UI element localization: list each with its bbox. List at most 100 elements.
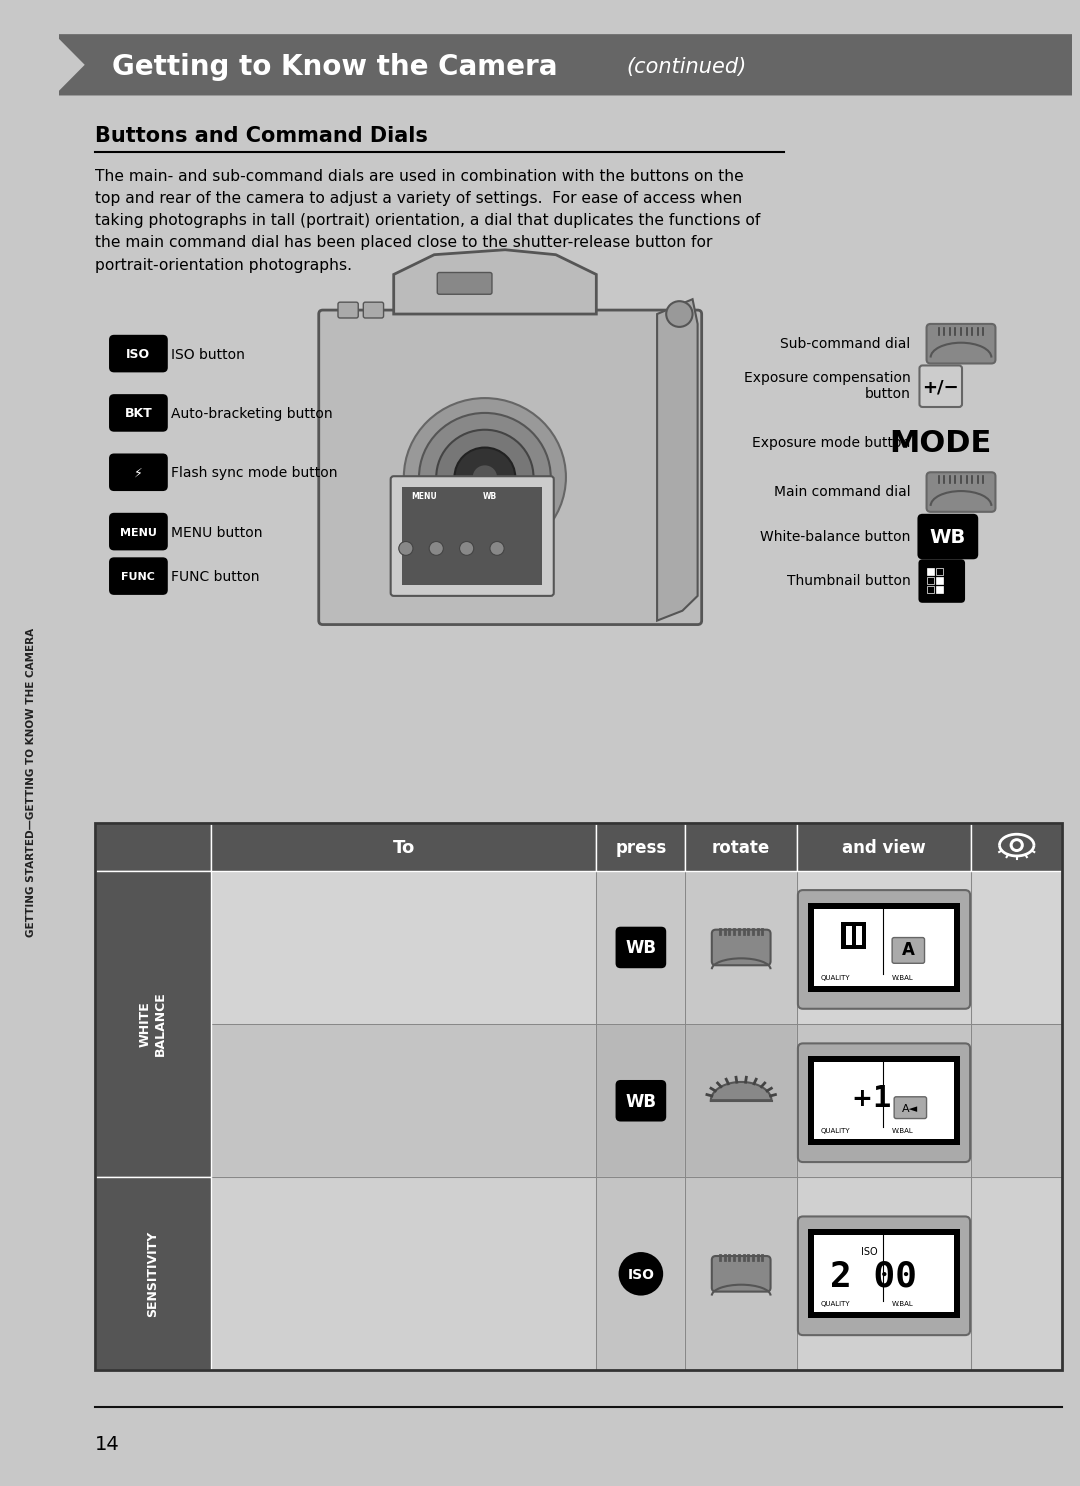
Text: The main- and sub-command dials are used in combination with the buttons on the: The main- and sub-command dials are used… xyxy=(95,168,744,184)
FancyBboxPatch shape xyxy=(391,476,554,596)
FancyBboxPatch shape xyxy=(919,366,962,407)
Bar xyxy=(95,823,212,871)
Circle shape xyxy=(404,398,566,556)
Bar xyxy=(808,1229,960,1318)
Text: Set sensitivity (ISO equivalency): Set sensitivity (ISO equivalency) xyxy=(227,1265,496,1282)
Text: rotate: rotate xyxy=(712,840,770,857)
Bar xyxy=(808,1057,960,1146)
Bar xyxy=(971,823,1063,871)
Bar xyxy=(596,1024,686,1177)
Text: MENU: MENU xyxy=(120,528,157,538)
Text: MENU: MENU xyxy=(411,492,437,501)
FancyBboxPatch shape xyxy=(109,453,167,490)
Text: pg. 66: pg. 66 xyxy=(990,1092,1043,1110)
Text: +/−: +/− xyxy=(922,379,959,397)
FancyBboxPatch shape xyxy=(917,514,978,559)
Bar xyxy=(95,871,212,1177)
Text: balance: balance xyxy=(227,1117,292,1135)
Bar xyxy=(212,1177,596,1370)
Text: portrait-orientation photographs.: portrait-orientation photographs. xyxy=(95,257,352,272)
Text: ⚡: ⚡ xyxy=(134,467,143,480)
Text: the main command dial has been placed close to the shutter-release button for: the main command dial has been placed cl… xyxy=(95,235,712,251)
Circle shape xyxy=(419,413,551,541)
Circle shape xyxy=(490,541,504,556)
Circle shape xyxy=(436,429,534,525)
Text: ISO button: ISO button xyxy=(171,348,245,361)
Polygon shape xyxy=(711,1082,771,1101)
Text: pg. 64: pg. 64 xyxy=(990,939,1043,957)
Bar xyxy=(686,823,797,871)
Bar xyxy=(596,1177,686,1370)
Bar xyxy=(797,871,971,1024)
Bar xyxy=(927,585,933,593)
Text: Exposure mode button: Exposure mode button xyxy=(752,435,910,450)
Bar xyxy=(797,823,971,871)
Text: GETTING STARTED—GETTING TO KNOW THE CAMERA: GETTING STARTED—GETTING TO KNOW THE CAME… xyxy=(26,627,36,936)
Circle shape xyxy=(1010,838,1024,851)
Bar xyxy=(971,1177,1063,1370)
Bar xyxy=(95,1177,212,1370)
Text: MENU button: MENU button xyxy=(171,526,262,539)
Bar xyxy=(686,871,797,1024)
Polygon shape xyxy=(394,250,596,314)
Text: MODE: MODE xyxy=(890,429,991,458)
Text: Flash sync mode button: Flash sync mode button xyxy=(171,467,337,480)
Text: A: A xyxy=(902,942,915,960)
FancyBboxPatch shape xyxy=(319,311,702,624)
Text: WHITE
BALANCE: WHITE BALANCE xyxy=(139,991,167,1057)
Bar xyxy=(971,1024,1063,1177)
FancyBboxPatch shape xyxy=(109,557,167,594)
Text: pg. 62: pg. 62 xyxy=(990,1265,1043,1282)
Bar xyxy=(846,926,862,945)
Bar xyxy=(797,1024,971,1177)
Text: select a preset value for white: select a preset value for white xyxy=(227,1094,478,1112)
FancyBboxPatch shape xyxy=(712,930,770,966)
FancyBboxPatch shape xyxy=(892,938,924,963)
Text: ISO: ISO xyxy=(861,1247,877,1257)
Polygon shape xyxy=(54,34,1080,95)
FancyBboxPatch shape xyxy=(437,272,492,294)
Text: Exposure compensation
button: Exposure compensation button xyxy=(744,372,910,401)
FancyBboxPatch shape xyxy=(109,513,167,550)
FancyBboxPatch shape xyxy=(616,927,666,969)
Text: Choose a white-balance setting: Choose a white-balance setting xyxy=(227,939,488,957)
Circle shape xyxy=(460,541,474,556)
Bar xyxy=(935,585,943,593)
Text: Thumbnail button: Thumbnail button xyxy=(786,574,910,588)
Text: Sub-command dial: Sub-command dial xyxy=(780,337,910,351)
Circle shape xyxy=(1013,841,1021,849)
FancyBboxPatch shape xyxy=(338,302,359,318)
FancyBboxPatch shape xyxy=(918,559,966,603)
Bar xyxy=(596,823,686,871)
Text: +: + xyxy=(851,1086,873,1110)
Text: W.BAL: W.BAL xyxy=(892,1128,914,1134)
FancyBboxPatch shape xyxy=(927,324,996,364)
Text: ISO: ISO xyxy=(627,1268,654,1282)
Text: FUNC: FUNC xyxy=(121,572,156,583)
Bar xyxy=(814,1062,954,1140)
Text: FUNC button: FUNC button xyxy=(171,571,259,584)
FancyBboxPatch shape xyxy=(109,334,167,373)
Text: taking photographs in tall (portrait) orientation, a dial that duplicates the fu: taking photographs in tall (portrait) or… xyxy=(95,212,760,229)
FancyBboxPatch shape xyxy=(712,1256,770,1291)
FancyBboxPatch shape xyxy=(798,890,970,1009)
Text: QUALITY: QUALITY xyxy=(820,975,850,981)
Text: WB: WB xyxy=(625,939,657,957)
Text: 1: 1 xyxy=(872,1085,890,1113)
FancyBboxPatch shape xyxy=(894,1097,927,1119)
Circle shape xyxy=(473,465,497,489)
Bar xyxy=(927,568,933,575)
Bar xyxy=(841,921,866,950)
Text: To: To xyxy=(393,840,415,857)
Bar xyxy=(212,871,596,1024)
Text: Buttons and Command Dials: Buttons and Command Dials xyxy=(95,126,428,146)
Bar xyxy=(402,487,541,585)
Text: QUALITY: QUALITY xyxy=(820,1302,850,1308)
Text: SENSITIVITY: SENSITIVITY xyxy=(147,1230,160,1317)
Text: WB: WB xyxy=(930,528,966,547)
Text: White-balance button: White-balance button xyxy=(760,529,910,544)
Text: Fine-tune white balance/: Fine-tune white balance/ xyxy=(227,1070,431,1088)
Bar xyxy=(212,823,596,871)
Bar xyxy=(935,568,943,575)
Text: press: press xyxy=(616,840,666,857)
